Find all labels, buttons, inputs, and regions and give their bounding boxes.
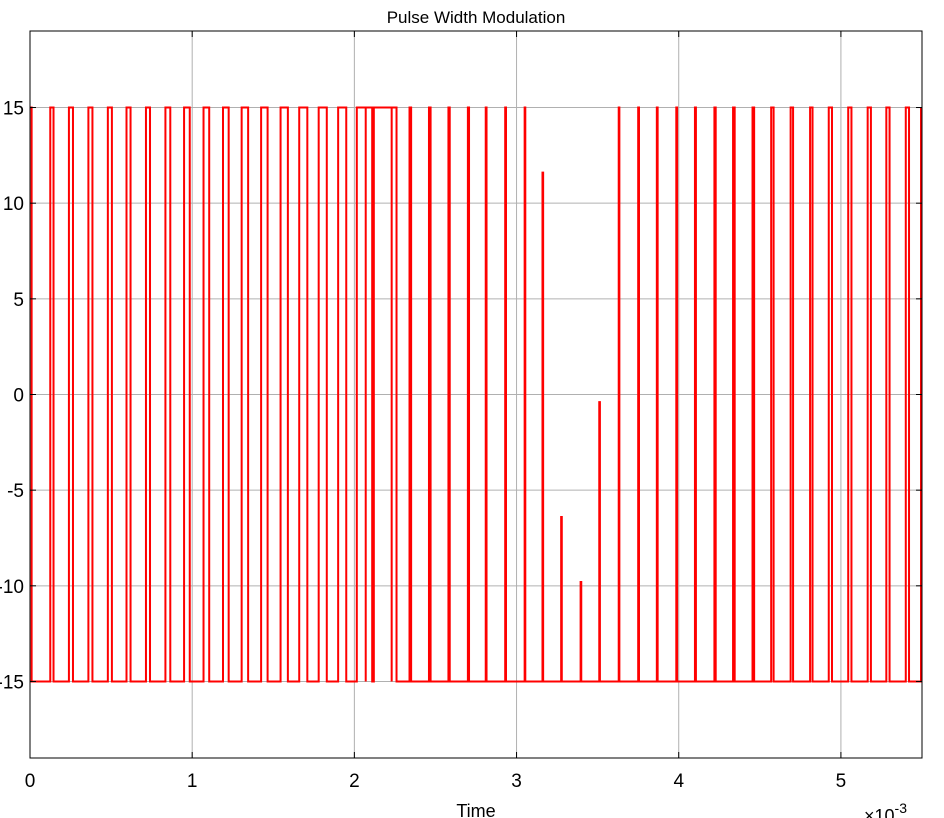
y-tick-label: -15	[0, 672, 24, 693]
y-tick-label: -10	[0, 577, 24, 598]
pwm-signal-trace	[30, 106, 922, 683]
y-tick-label: -5	[7, 481, 24, 502]
x-axis-exponent-base: ×10	[864, 806, 895, 818]
signal-layer	[30, 106, 922, 683]
x-tick-label: 5	[836, 771, 847, 792]
x-tick-label: 1	[187, 771, 198, 792]
x-axis-exponent: ×10-3	[864, 800, 907, 818]
tick-layer: 0 1 2 3 4 5 -15 -10 -5 0 5 10 15	[0, 31, 922, 792]
y-tick-label: 15	[3, 99, 24, 120]
x-tick-label: 3	[511, 771, 522, 792]
y-tick-label: 5	[13, 290, 24, 311]
chart-title: Pulse Width Modulation	[387, 8, 566, 27]
grid-layer	[29, 31, 922, 758]
x-axis-exponent-power: -3	[895, 800, 908, 816]
y-tick-label: 10	[3, 194, 24, 215]
x-axis-label: Time	[456, 801, 495, 818]
x-tick-label: 2	[349, 771, 360, 792]
x-tick-label: 0	[25, 771, 36, 792]
y-tick-label: 0	[13, 386, 24, 407]
x-tick-label: 4	[673, 771, 684, 792]
